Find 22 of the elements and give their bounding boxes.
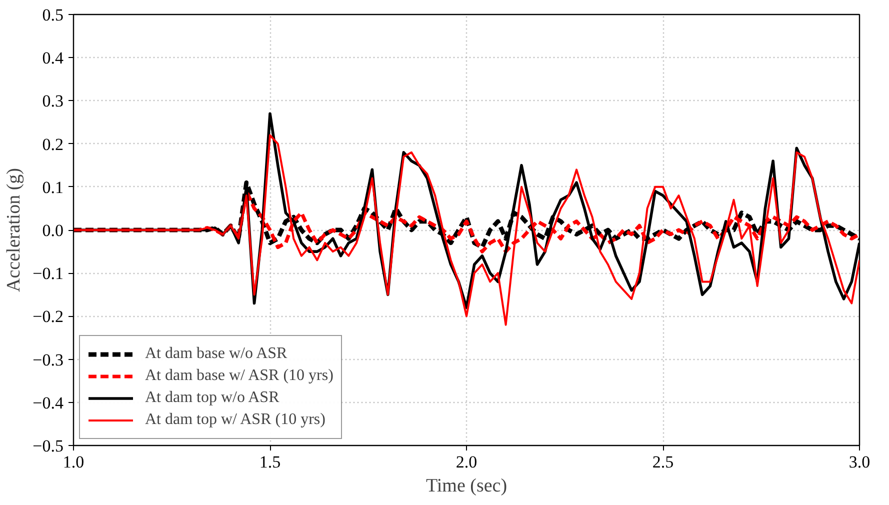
- legend-label: At dam base w/o ASR: [145, 345, 288, 363]
- y-tick-label: 0.4: [42, 48, 64, 68]
- legend-label: At dam base w/ ASR (10 yrs): [145, 367, 334, 385]
- y-tick-label: 0.1: [42, 178, 64, 197]
- x-tick-label: 2.0: [456, 452, 478, 472]
- x-tick-label: 3.0: [848, 452, 870, 472]
- y-tick-label: 0.2: [42, 134, 64, 154]
- y-tick-label: 0.3: [42, 92, 64, 111]
- legend-label: At dam top w/o ASR: [145, 389, 280, 407]
- y-tick-label: 0.0: [42, 221, 64, 240]
- y-axis-title: Acceleration (g): [4, 168, 25, 292]
- y-tick-label: −0.5: [32, 436, 64, 456]
- y-tick-label: −0.3: [32, 350, 64, 370]
- y-tick-label: −0.1: [32, 264, 64, 284]
- y-tick-label: −0.4: [32, 393, 64, 412]
- x-tick-label: 2.5: [652, 452, 674, 472]
- x-tick-label: 1.5: [259, 452, 281, 472]
- x-axis-title: Time (sec): [426, 476, 508, 496]
- y-tick-label: −0.2: [32, 307, 64, 326]
- y-tick-label: 0.5: [42, 6, 64, 24]
- x-tick-label: 1.0: [62, 452, 84, 472]
- legend-label: At dam top w/ ASR (10 yrs): [145, 411, 326, 429]
